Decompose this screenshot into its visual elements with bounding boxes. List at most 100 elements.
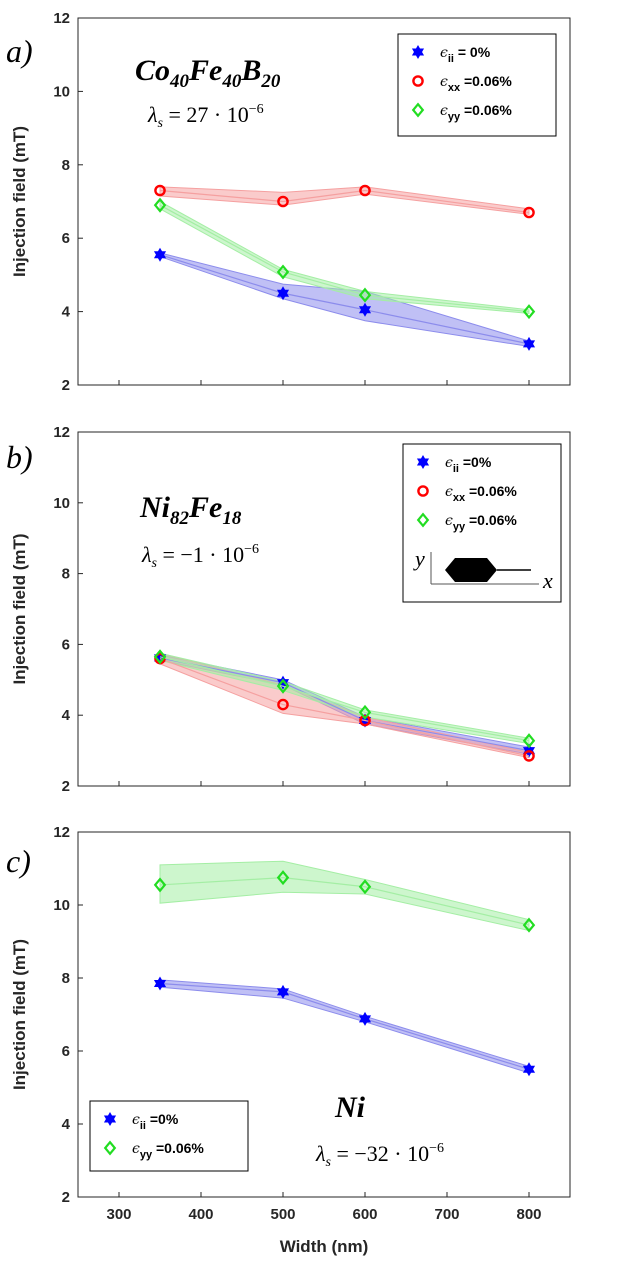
y-tick-label: 8 [62,157,70,174]
data-point [522,304,536,320]
series-line [159,982,530,1070]
y-axis-label: Injection field (mT) [10,939,29,1090]
data-point [358,704,372,720]
y-tick-label: 6 [62,636,70,653]
y-tick-label: 4 [62,304,71,321]
magnetostriction-label: λs = −32 · 10−6 [315,1141,444,1170]
series-line [159,254,530,345]
data-point [276,870,290,886]
y-tick-label: 2 [62,377,70,394]
y-tick-label: 2 [62,778,70,795]
material-label: Ni82Fe18 [139,491,242,529]
legend: ϵii =0%ϵxx =0.06%ϵyy =0.06%yx [402,443,562,603]
y-tick-label: 4 [62,707,71,724]
y-tick-label: 2 [62,1189,70,1206]
legend: ϵii =0% ϵyy =0.06% [89,1100,249,1172]
y-tick-label: 10 [53,495,70,512]
data-point [276,984,290,999]
inset-x-label: x [542,568,553,593]
legend-marker [411,102,425,118]
data-point [277,698,289,711]
data-point [522,733,536,749]
geometry-inset: yx [413,546,553,593]
data-point [153,649,167,665]
legend-marker [103,1140,117,1156]
data-point [358,287,372,303]
data-point [358,1011,372,1026]
legend-entry: ϵii =0% [132,1111,179,1132]
y-tick-label: 8 [62,970,70,987]
y-tick-label: 12 [53,10,70,27]
panel-label: a) [6,33,33,69]
panel-3: 2 4 6 8 10 12 300 400 500 600 700 800 Injection fiel… [6,824,571,1256]
legend-entry: ϵyy =0.06% [445,512,517,533]
data-point [358,879,372,895]
inset-y-label: y [413,546,425,571]
data-point [276,286,290,301]
data-point [522,917,536,933]
y-tick-label: 6 [62,230,70,247]
data-point [153,197,167,213]
panel-2: 2 4 6 8 10 12 Injection field (mT) b) Ni82Fe18 λs… [6,424,571,795]
series-line [159,204,530,313]
data-point [523,206,535,219]
y-tick-label: 10 [53,897,70,914]
error-band [159,186,530,215]
x-tick-label: 500 [270,1206,295,1223]
data-point [276,678,290,694]
panel-label: b) [6,439,33,475]
legend-entry: ϵii =0% [445,454,492,475]
data-point [522,336,536,351]
y-axis-label: Injection field (mT) [10,533,29,684]
magnetostriction-label: λs = −1 · 10−6 [141,542,259,571]
legend-entry: ϵxx =0.06% [445,483,517,504]
error-band [159,200,530,314]
data-point [153,877,167,893]
nanowire-shape [445,558,497,582]
legend-entry: ϵii = 0% [440,44,491,65]
data-point [153,976,167,991]
data-point [153,247,167,262]
y-tick-label: 8 [62,566,70,583]
data-point [522,1062,536,1077]
y-tick-label: 12 [53,424,70,441]
panel-label: c) [6,843,31,879]
legend-marker [103,1112,117,1126]
data-point [276,264,290,280]
legend: ϵii = 0% ϵxx =0.06% ϵyy =0.06% [397,33,557,137]
material-label: Ni [334,1091,366,1124]
legend-entry: ϵyy =0.06% [440,102,512,123]
series-line [159,657,530,752]
legend-marker [411,45,425,59]
legend-marker [416,455,430,469]
series-line [159,189,530,214]
data-point [359,714,371,727]
legend-entry: ϵyy =0.06% [132,1140,204,1161]
series-line [159,657,530,757]
y-axis-label: Injection field (mT) [10,126,29,277]
legend-marker [412,75,424,87]
series-line [159,877,530,926]
series-line [159,656,530,742]
legend-marker [416,512,430,528]
material-label: Co40Fe40B20 [135,54,281,92]
x-tick-label: 400 [188,1206,213,1223]
x-tick-label: 700 [434,1206,459,1223]
data-point [154,184,166,197]
legend-entry: ϵxx =0.06% [440,73,512,94]
x-tick-label: 600 [352,1206,377,1223]
y-tick-label: 4 [62,1116,71,1133]
data-point [523,750,535,762]
error-band [159,652,530,745]
x-tick-label: 800 [516,1206,541,1223]
y-tick-label: 6 [62,1043,70,1060]
legend-marker [417,485,429,497]
panel-1: 2 4 6 8 10 12 Injection field (mT) a) Co40Fe40B2… [6,10,571,394]
data-point [359,184,371,197]
data-point [358,302,372,317]
x-tick-label: 300 [106,1206,131,1223]
data-point [277,195,289,208]
magnetostriction-label: λs = 27 · 10−6 [147,102,264,131]
x-axis-label: Width (nm) [280,1237,369,1256]
